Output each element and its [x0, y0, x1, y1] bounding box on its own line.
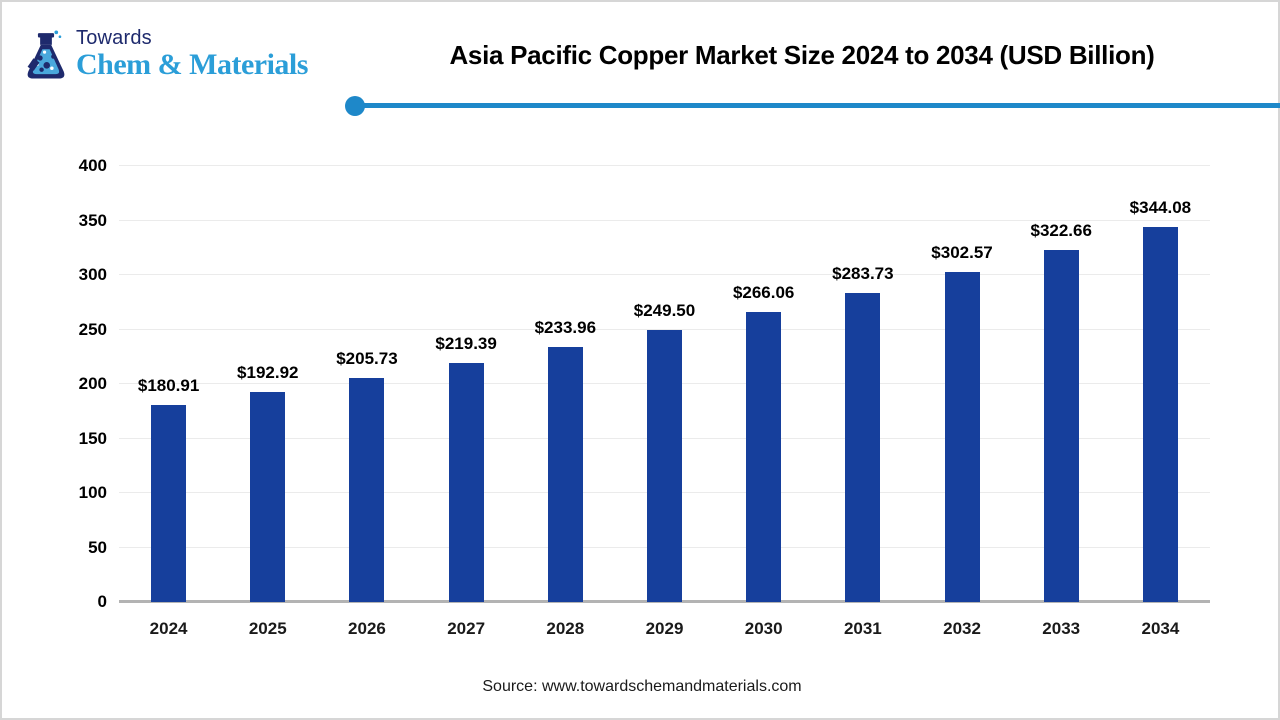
- bar-2033: [1043, 250, 1079, 602]
- bar-2032: [944, 272, 980, 602]
- y-tick-label: 0: [97, 592, 107, 611]
- chart-title: Asia Pacific Copper Market Size 2024 to …: [449, 40, 1155, 70]
- x-tick-label: 2028: [546, 619, 585, 638]
- x-tick-label: 2027: [447, 619, 486, 638]
- bar-2029: [647, 330, 682, 602]
- bar-2031: [845, 292, 881, 602]
- y-tick-label: 300: [78, 265, 107, 284]
- bar-value-label: $192.92: [237, 362, 299, 382]
- bar-value-label: $322.66: [1030, 221, 1092, 241]
- bar-2026: [349, 377, 385, 602]
- y-tick-label: 150: [78, 428, 107, 448]
- bar-value-label: $266.06: [732, 283, 795, 302]
- x-tick-label: 2034: [1141, 619, 1180, 638]
- x-tick-label: 2029: [645, 619, 684, 638]
- x-tick-label: 2025: [248, 619, 287, 638]
- gridline: [119, 328, 1210, 330]
- brand-logo: Towards Chem & Materials: [24, 28, 354, 90]
- bar-value-label: $302.57: [931, 243, 993, 263]
- x-tick-label: 2032: [943, 619, 981, 638]
- source-attribution: Source: www.towardschemandmaterials.com: [482, 678, 802, 695]
- bar-2028: [547, 346, 583, 602]
- x-tick-label: 2033: [1042, 619, 1081, 638]
- bar-value-label: $249.50: [633, 301, 696, 321]
- bar-2025: [250, 391, 286, 602]
- flask-icon: [27, 30, 65, 79]
- bar-2027: [448, 362, 484, 602]
- bar-value-label: $233.96: [534, 317, 597, 337]
- bar-value-label: $219.39: [435, 333, 497, 353]
- bar-value-label: $283.73: [832, 263, 894, 283]
- x-tick-label: 2031: [843, 619, 882, 638]
- x-tick-label: 2026: [348, 619, 386, 638]
- y-tick-label: 100: [78, 483, 107, 502]
- gridline: [119, 219, 1210, 221]
- bar-2024: [151, 404, 187, 602]
- bar-2030: [746, 312, 782, 602]
- divider-dot: [345, 96, 365, 116]
- divider-line: [355, 103, 1280, 108]
- logo-text-towards: Towards: [76, 27, 152, 49]
- x-tick-label: 2030: [744, 619, 783, 638]
- x-tick-label: 2024: [149, 619, 188, 638]
- y-tick-label: 350: [78, 210, 107, 230]
- y-tick-label: 250: [78, 319, 107, 339]
- bar-value-label: $205.73: [336, 348, 398, 368]
- gridline: [119, 165, 1210, 166]
- y-tick-label: 50: [88, 537, 107, 557]
- bar-2034: [1142, 226, 1178, 602]
- bar-value-label: $344.08: [1129, 197, 1192, 217]
- logo-text-chem-materials: Chem & Materials: [76, 48, 308, 81]
- gridline: [119, 274, 1210, 275]
- bar-chart-plot-area: 0 50 100 150 200 250 300 350 400 $180.91 2024 $192.…: [79, 156, 1210, 638]
- bar-value-label: $180.91: [137, 375, 200, 395]
- y-tick-label: 200: [78, 374, 107, 393]
- y-tick-label: 400: [78, 156, 107, 175]
